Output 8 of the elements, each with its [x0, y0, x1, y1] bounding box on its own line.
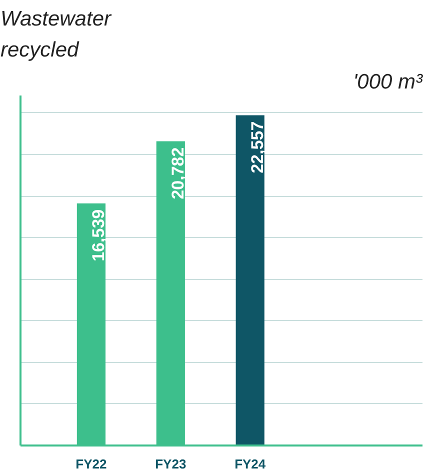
x-tick-label: FY22	[76, 456, 107, 472]
data-label: 22,557	[248, 121, 268, 174]
x-tick-label: FY24	[234, 456, 266, 472]
x-tick-label: FY23	[155, 456, 186, 472]
data-label: 20,782	[168, 147, 188, 200]
y-axis-title: '000 m³	[353, 70, 424, 94]
data-label: 16,539	[89, 209, 108, 262]
chart-title: Wastewater recycled	[0, 7, 112, 62]
